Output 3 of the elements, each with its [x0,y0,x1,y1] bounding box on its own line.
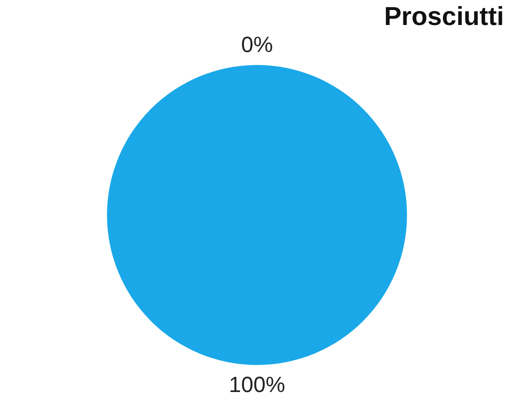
text: 0% [241,32,273,57]
data-label: 100% [228,372,286,397]
chart-title: Prosciutti [384,1,504,31]
